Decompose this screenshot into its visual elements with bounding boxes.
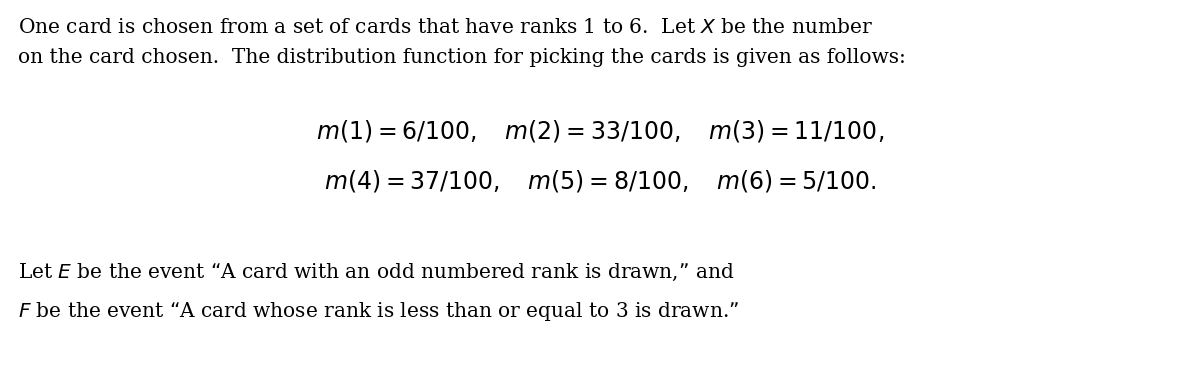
Text: Let $E$ be the event “A card with an odd numbered rank is drawn,” and: Let $E$ be the event “A card with an odd…: [18, 262, 734, 283]
Text: One card is chosen from a set of cards that have ranks 1 to 6.  Let $X$ be the n: One card is chosen from a set of cards t…: [18, 18, 872, 37]
Text: on the card chosen.  The distribution function for picking the cards is given as: on the card chosen. The distribution fun…: [18, 48, 906, 67]
Text: $m(4) = 37/100, \quad m(5) = 8/100, \quad m(6) = 5/100.$: $m(4) = 37/100, \quad m(5) = 8/100, \qua…: [324, 168, 876, 194]
Text: $F$ be the event “A card whose rank is less than or equal to 3 is drawn.”: $F$ be the event “A card whose rank is l…: [18, 300, 739, 323]
Text: $m(1) = 6/100, \quad m(2) = 33/100, \quad m(3) = 11/100,$: $m(1) = 6/100, \quad m(2) = 33/100, \qua…: [316, 118, 884, 144]
